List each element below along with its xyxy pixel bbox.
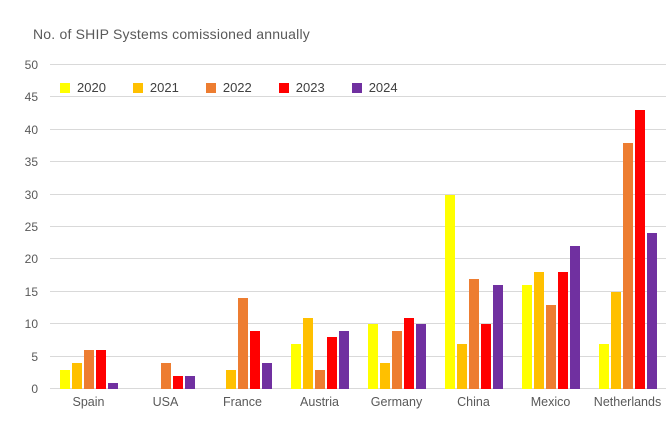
x-label-france: France — [223, 395, 262, 409]
bar-2021-spain — [71, 363, 82, 389]
y-tick-label-20: 20 — [24, 252, 38, 267]
bar-2024-france — [261, 363, 272, 389]
x-label-germany: Germany — [370, 395, 423, 409]
bar-2023-mexico — [557, 272, 568, 389]
y-tick-label-5: 5 — [31, 349, 38, 364]
y-tick-label-25: 25 — [24, 220, 38, 234]
y-tick-label-40: 40 — [24, 122, 38, 137]
legend-label-2022: 2022 — [222, 80, 252, 95]
plot-area — [50, 64, 666, 389]
bar-2023-austria — [326, 337, 337, 389]
gridline-5 — [50, 355, 666, 357]
y-tick-label-10: 10 — [24, 317, 38, 332]
legend-item-2024: 2024 — [351, 80, 398, 95]
bar-2022-france — [237, 298, 248, 389]
bar-2024-china — [492, 285, 503, 389]
bar-2023-france — [249, 330, 260, 389]
legend-swatch-2023 — [278, 82, 289, 93]
bar-groups-layer — [50, 65, 666, 389]
bar-2020-germany — [367, 324, 378, 389]
legend-label-2021: 2021 — [149, 80, 179, 95]
x-label-china: China — [457, 395, 490, 409]
x-label-austria: Austria — [300, 395, 339, 409]
x-label-spain: Spain — [72, 395, 105, 409]
y-tick-label-35: 35 — [24, 155, 38, 170]
bar-group-france — [204, 65, 281, 389]
legend-item-2022: 2022 — [205, 80, 252, 95]
bar-2020-netherlands — [598, 343, 609, 389]
legend-swatch-2021 — [132, 82, 143, 93]
y-tick-label-45: 45 — [24, 90, 38, 105]
bar-2022-austria — [314, 369, 325, 389]
x-label-mexico: Mexico — [530, 395, 571, 409]
bar-2022-netherlands — [622, 142, 633, 389]
gridline-40 — [50, 128, 666, 130]
bar-2021-netherlands — [610, 291, 621, 389]
gridline-30 — [50, 193, 666, 195]
bar-2022-china — [468, 278, 479, 389]
bar-2023-germany — [403, 317, 414, 389]
bar-2023-spain — [95, 350, 106, 389]
legend-item-2023: 2023 — [278, 80, 325, 95]
legend-swatch-2020 — [60, 82, 70, 93]
bar-2024-mexico — [569, 246, 580, 389]
bar-group-germany — [358, 65, 435, 389]
x-label-usa: USA — [152, 395, 179, 409]
bar-2022-spain — [83, 350, 94, 389]
x-label-netherlands: Netherlands — [593, 395, 662, 409]
legend-item-2021: 2021 — [132, 80, 179, 95]
gridline-10 — [50, 323, 666, 325]
bar-group-netherlands — [589, 65, 666, 389]
bar-2024-netherlands — [646, 233, 657, 389]
bar-2021-china — [456, 343, 467, 389]
gridline-15 — [50, 290, 666, 292]
bar-2020-mexico — [521, 285, 532, 389]
bar-group-china — [435, 65, 512, 389]
bar-2023-netherlands — [634, 110, 645, 389]
legend-swatch-2022 — [205, 82, 216, 93]
y-tick-label-30: 30 — [24, 187, 38, 202]
gridline-45 — [50, 96, 666, 98]
bar-2024-spain — [107, 382, 118, 389]
gridline-50 — [50, 64, 666, 65]
bar-2020-china — [444, 194, 455, 389]
legend-label-2024: 2024 — [368, 80, 398, 95]
bar-2021-austria — [302, 317, 313, 389]
gridline-0 — [50, 388, 666, 389]
bar-group-usa — [127, 65, 204, 389]
y-tick-label-15: 15 — [24, 284, 38, 299]
y-tick-label-50: 50 — [24, 58, 38, 72]
bar-2021-mexico — [533, 272, 544, 389]
gridline-25 — [50, 226, 666, 227]
legend-label-2020: 2020 — [77, 80, 106, 95]
bar-group-austria — [281, 65, 358, 389]
bar-2022-usa — [160, 363, 171, 389]
bar-group-spain — [50, 65, 127, 389]
bar-2022-germany — [391, 330, 402, 389]
bar-2024-austria — [338, 330, 349, 389]
bar-2021-france — [225, 369, 236, 389]
bar-2022-mexico — [545, 304, 556, 389]
gridline-20 — [50, 258, 666, 260]
bar-2024-usa — [184, 376, 195, 389]
y-tick-label-0: 0 — [31, 382, 38, 396]
bar-2021-germany — [379, 363, 390, 389]
gridline-35 — [50, 161, 666, 163]
bar-2020-spain — [59, 369, 70, 389]
bar-2023-china — [480, 324, 491, 389]
x-axis-labels: Spain USA France Austria Germany China Mexico N… — [50, 395, 666, 409]
legend-label-2023: 2023 — [295, 80, 325, 95]
bar-2024-germany — [415, 324, 426, 389]
bar-group-mexico — [512, 65, 589, 389]
legend-item-2020: 2020 — [60, 80, 106, 95]
legend-swatch-2024 — [351, 82, 362, 93]
bar-2023-usa — [172, 376, 183, 389]
legend: 2020 2021 2022 2023 2024 — [60, 80, 425, 95]
chart-title: No. of SHIP Systems comissioned annually — [33, 26, 310, 42]
bar-2020-austria — [290, 343, 301, 389]
